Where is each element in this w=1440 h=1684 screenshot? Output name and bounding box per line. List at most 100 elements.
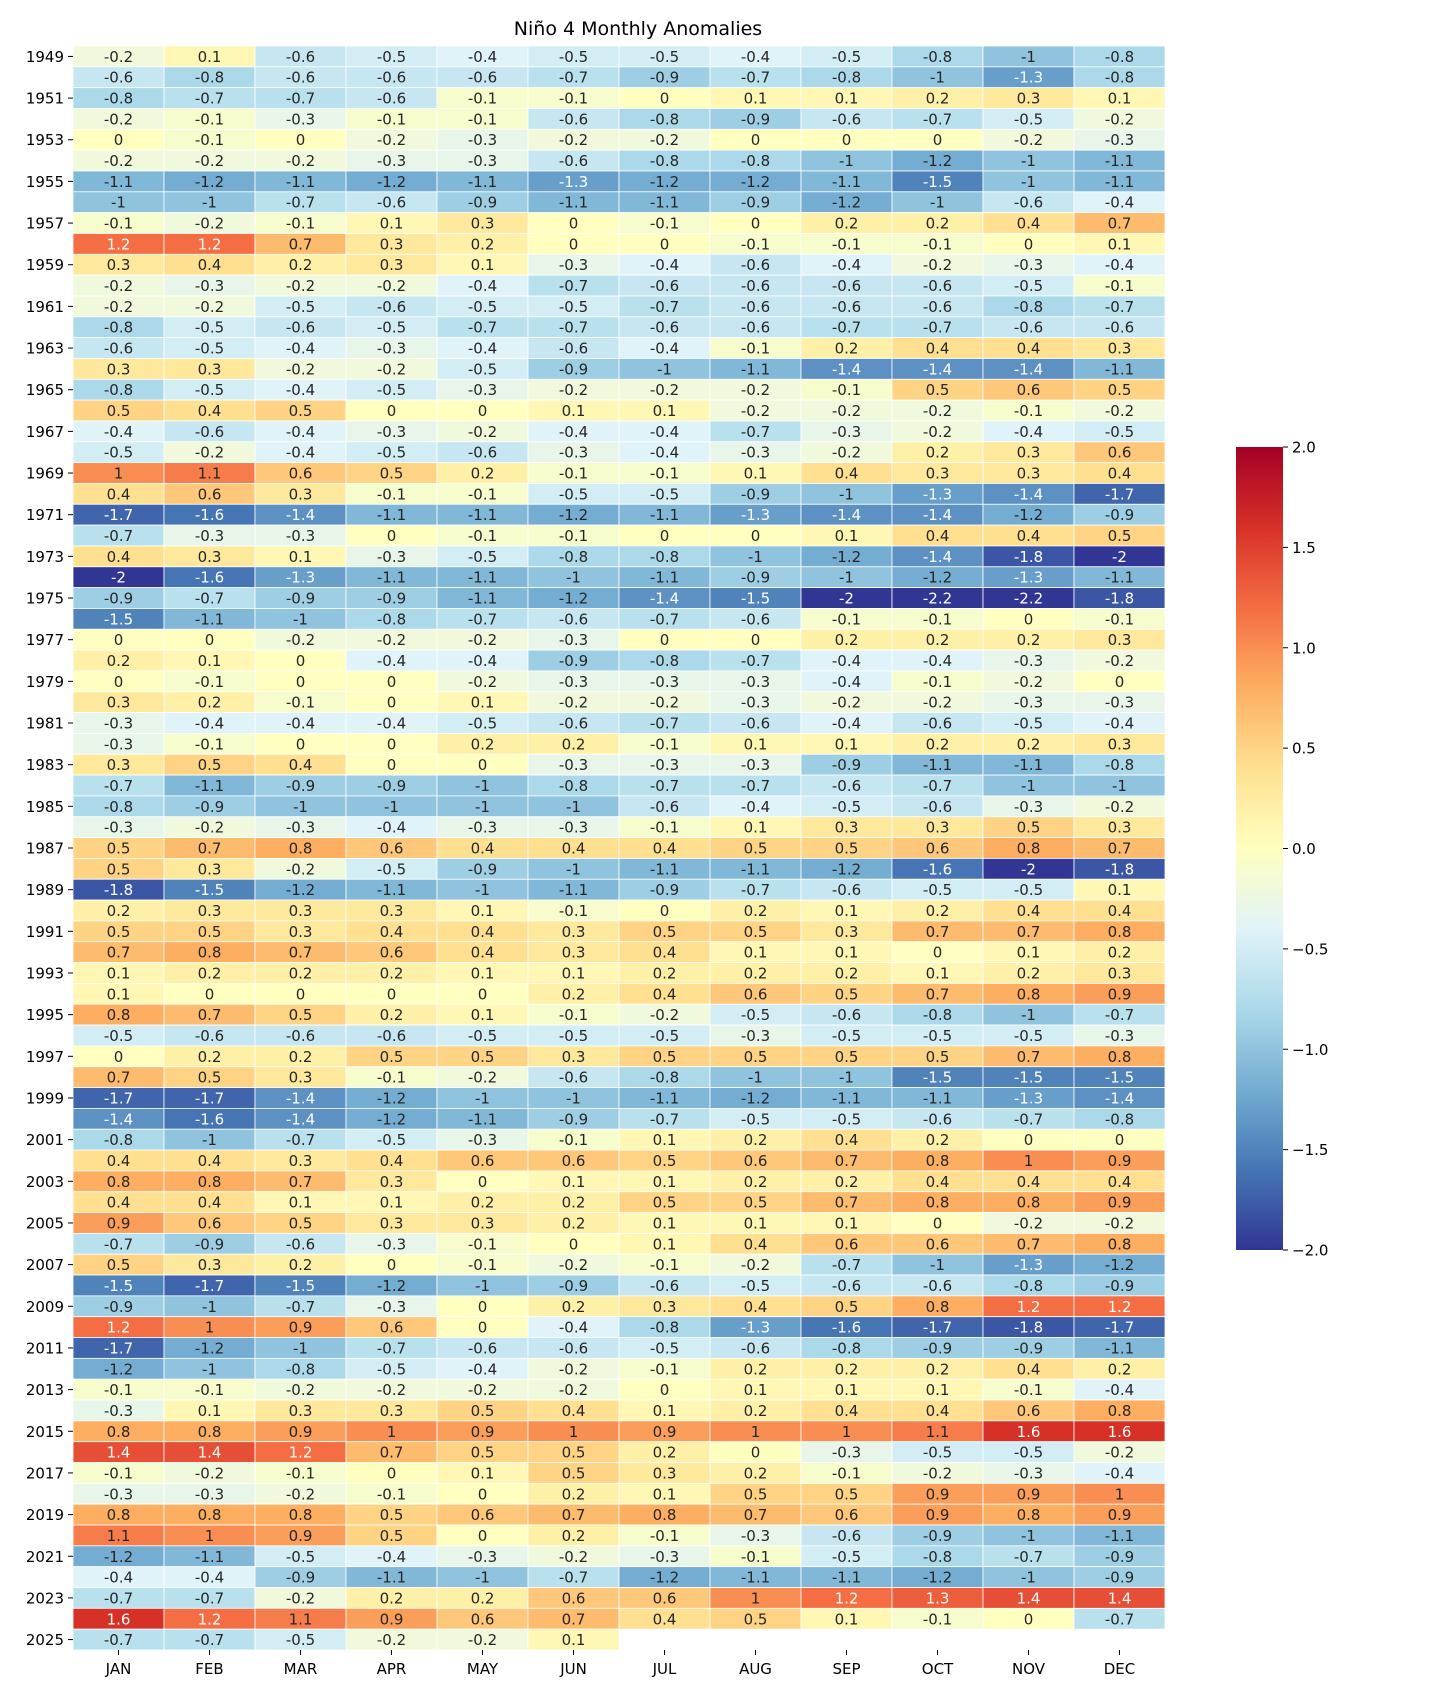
cell-value-label: 0.8 (198, 1423, 222, 1441)
cell-value-label: -0.1 (1014, 402, 1043, 420)
cell-value-label: -0.7 (468, 610, 497, 628)
cell-value-label: 0.6 (562, 1152, 586, 1170)
cell-value-label: -1.8 (1014, 1319, 1043, 1337)
cell-value-label: -0.6 (559, 340, 588, 358)
cell-value-label: 0.3 (380, 1214, 404, 1232)
cell-value-label: -0.1 (1105, 610, 1134, 628)
cell-value-label: 0 (660, 90, 670, 108)
cell-value-label: -1 (566, 798, 581, 816)
cell-value-label: 0.9 (1108, 985, 1132, 1003)
cell-value-label: 0.5 (744, 1048, 768, 1066)
cell-value-label: -1 (293, 1339, 308, 1357)
cell-value-label: -0.3 (559, 673, 588, 691)
cell-value-label: -0.2 (195, 444, 224, 462)
cell-value-label: 0.5 (653, 1194, 677, 1212)
cell-value-label: -0.8 (650, 110, 679, 128)
cell-value-label: -0.7 (559, 277, 588, 295)
cell-value-label: -0.8 (923, 1006, 952, 1024)
y-tick-label: 1965 (26, 381, 64, 399)
cell-value-label: -0.3 (741, 673, 770, 691)
cell-value-label: -1.1 (650, 1089, 679, 1107)
cell-value-label: 0.8 (107, 1423, 131, 1441)
cell-value-label: -0.8 (1105, 69, 1134, 87)
cell-value-label: -0.6 (832, 298, 861, 316)
cell-value-label: 0 (569, 215, 579, 233)
cell-value-label: -1 (202, 1131, 217, 1149)
cell-value-label: -0.9 (286, 1569, 315, 1587)
cell-value-label: -1.1 (1105, 1339, 1134, 1357)
cell-value-label: -0.2 (377, 631, 406, 649)
colorbar-tick-label: −0.5 (1292, 940, 1328, 958)
y-tick-label: 2019 (26, 1506, 64, 1524)
cell-value-label: -0.9 (195, 1235, 224, 1253)
cell-value-label: 0.7 (1017, 1235, 1041, 1253)
cell-value-label: 0.8 (289, 840, 313, 858)
cell-value-label: 0.9 (289, 1319, 313, 1337)
cell-value-label: -0.3 (377, 340, 406, 358)
cell-value-label: -0.7 (741, 652, 770, 670)
cell-value-label: -0.3 (741, 694, 770, 712)
cell-value-label: -0.6 (832, 110, 861, 128)
cell-value-label: 0.6 (926, 840, 950, 858)
cell-value-label: -0.6 (1014, 319, 1043, 337)
cell-value-label: 0.2 (926, 444, 950, 462)
cell-value-label: -0.2 (195, 1464, 224, 1482)
cell-value-label: 0 (842, 131, 852, 149)
cell-value-label: 0.9 (1108, 1152, 1132, 1170)
cell-value-label: -0.7 (559, 1569, 588, 1587)
cell-value-label: -0.1 (468, 1256, 497, 1274)
cell-value-label: 0.3 (471, 1214, 495, 1232)
cell-value-label: 0.8 (1017, 985, 1041, 1003)
cell-value-label: -0.5 (195, 381, 224, 399)
cell-value-label: -0.5 (1014, 881, 1043, 899)
cell-value-label: -1.4 (832, 360, 861, 378)
cell-value-label: -0.6 (286, 1235, 315, 1253)
cell-value-label: -0.1 (559, 465, 588, 483)
cell-value-label: 0.5 (744, 840, 768, 858)
cell-value-label: -1.2 (832, 194, 861, 212)
cell-value-label: 0.7 (289, 944, 313, 962)
cell-value-label: 0.5 (562, 1444, 586, 1462)
cell-value-label: 0.4 (835, 465, 859, 483)
y-tick-label: 2007 (26, 1256, 64, 1274)
cell-value-label: 0.4 (1017, 1173, 1041, 1191)
cell-value-label: 0 (660, 631, 670, 649)
cell-value-label: 0.4 (1017, 215, 1041, 233)
cell-value-label: 0 (205, 985, 215, 1003)
cell-value-label: 0.8 (1017, 1194, 1041, 1212)
cell-value-label: -0.7 (650, 777, 679, 795)
cell-value-label: 0.2 (926, 1131, 950, 1149)
cell-value-label: 0.4 (380, 1152, 404, 1170)
cell-value-label: 0.9 (380, 1610, 404, 1628)
cell-value-label: -1.7 (195, 1277, 224, 1295)
cell-value-label: 0.3 (289, 485, 313, 503)
cell-value-label: -0.8 (1014, 1277, 1043, 1295)
cell-value-label: -1.1 (468, 569, 497, 587)
cell-value-label: -0.3 (1105, 131, 1134, 149)
cell-value-label: -0.1 (195, 1381, 224, 1399)
cell-value-label: 0.4 (562, 1402, 586, 1420)
cell-value-label: 0 (296, 735, 306, 753)
x-tick-label: JUL (652, 1660, 677, 1678)
cell-value-label: -0.2 (559, 1360, 588, 1378)
cell-value-label: -0.1 (468, 1235, 497, 1253)
cell-value-label: 0.2 (1108, 944, 1132, 962)
x-tick-label: MAY (467, 1660, 499, 1678)
cell-value-label: -0.1 (559, 902, 588, 920)
cell-value-label: -0.9 (559, 1277, 588, 1295)
cell-value-label: -0.5 (741, 1006, 770, 1024)
cell-value-label: -1 (1021, 1527, 1036, 1545)
cell-value-label: 0.7 (289, 235, 313, 253)
cell-value-label: -0.2 (377, 360, 406, 378)
cell-value-label: -0.3 (1014, 256, 1043, 274)
cell-value-label: -2 (1112, 548, 1127, 566)
cell-value-label: -1.1 (377, 506, 406, 524)
cell-value-label: -0.4 (1105, 194, 1134, 212)
cell-value-label: -0.3 (104, 1485, 133, 1503)
cell-value-label: 0 (478, 1319, 488, 1337)
cell-value-label: 0.4 (926, 1402, 950, 1420)
cell-value-label: -0.6 (650, 1277, 679, 1295)
cell-value-label: 0.1 (562, 964, 586, 982)
cell-value-label: 1.2 (198, 235, 222, 253)
cell-value-label: 0.4 (835, 1131, 859, 1149)
